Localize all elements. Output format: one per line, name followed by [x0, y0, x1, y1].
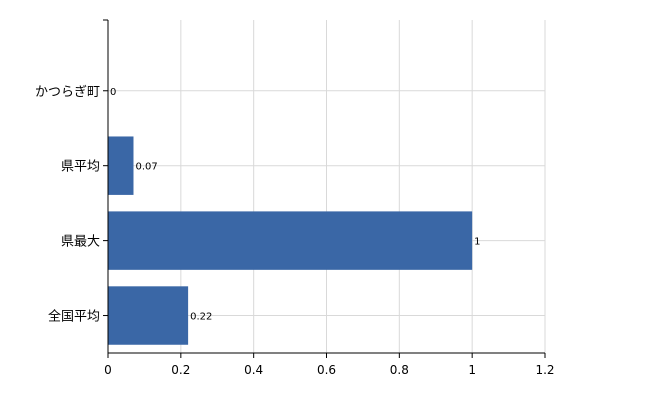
category-label: かつらぎ町: [35, 85, 100, 100]
data-label: 0: [110, 87, 116, 98]
category-label: 県最大: [61, 235, 100, 250]
bar: [108, 286, 189, 345]
bar: [108, 136, 134, 195]
x-tick-label: 1: [468, 363, 476, 377]
data-label: 1: [474, 237, 480, 248]
category-label: 県平均: [61, 160, 100, 175]
x-tick-label: 1.2: [535, 363, 554, 377]
x-tick-label: 0.8: [390, 363, 409, 377]
category-label: 全国平均: [48, 309, 100, 325]
axes: [103, 19, 546, 358]
labels: 0 0.2 0.4 0.6 0.8 1 1.2 0 かつらぎ町 0.07 県平均 1 県最大 0.22 全国…: [35, 85, 555, 377]
x-tick-label: 0.2: [171, 363, 190, 377]
x-tick-label: 0.4: [244, 363, 263, 377]
data-label: 0.22: [190, 312, 212, 323]
x-tick-label: 0: [104, 363, 112, 377]
x-tick-label: 0.6: [317, 363, 336, 377]
data-label: 0.07: [135, 162, 157, 173]
bars: [108, 136, 473, 345]
bar: [108, 211, 473, 270]
